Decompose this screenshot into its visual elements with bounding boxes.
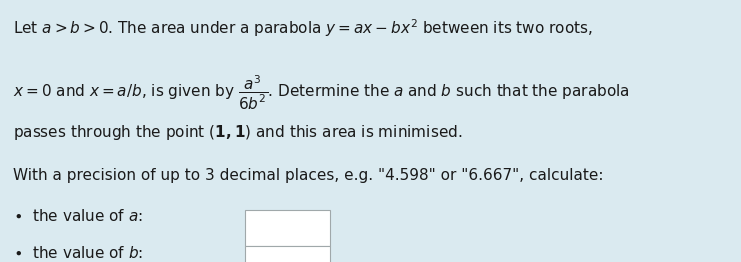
Text: $\bullet$  the value of $b$:: $\bullet$ the value of $b$: [13,245,144,261]
Text: $x = 0$ and $x = a/b$, is given by $\dfrac{a^3}{6b^2}$. Determine the $a$ and $b: $x = 0$ and $x = a/b$, is given by $\dfr… [13,73,630,112]
Text: Let $a > b > 0$. The area under a parabola $y = ax - bx^2$ between its two roots: Let $a > b > 0$. The area under a parabo… [13,17,593,39]
FancyBboxPatch shape [245,210,330,246]
Text: $\bullet$  the value of $a$:: $\bullet$ the value of $a$: [13,208,143,224]
Text: With a precision of up to 3 decimal places, e.g. "4.598" or "6.667", calculate:: With a precision of up to 3 decimal plac… [13,168,604,183]
FancyBboxPatch shape [245,246,330,262]
Text: passes through the point $(\mathbf{1, 1})$ and this area is minimised.: passes through the point $(\mathbf{1, 1}… [13,123,462,142]
